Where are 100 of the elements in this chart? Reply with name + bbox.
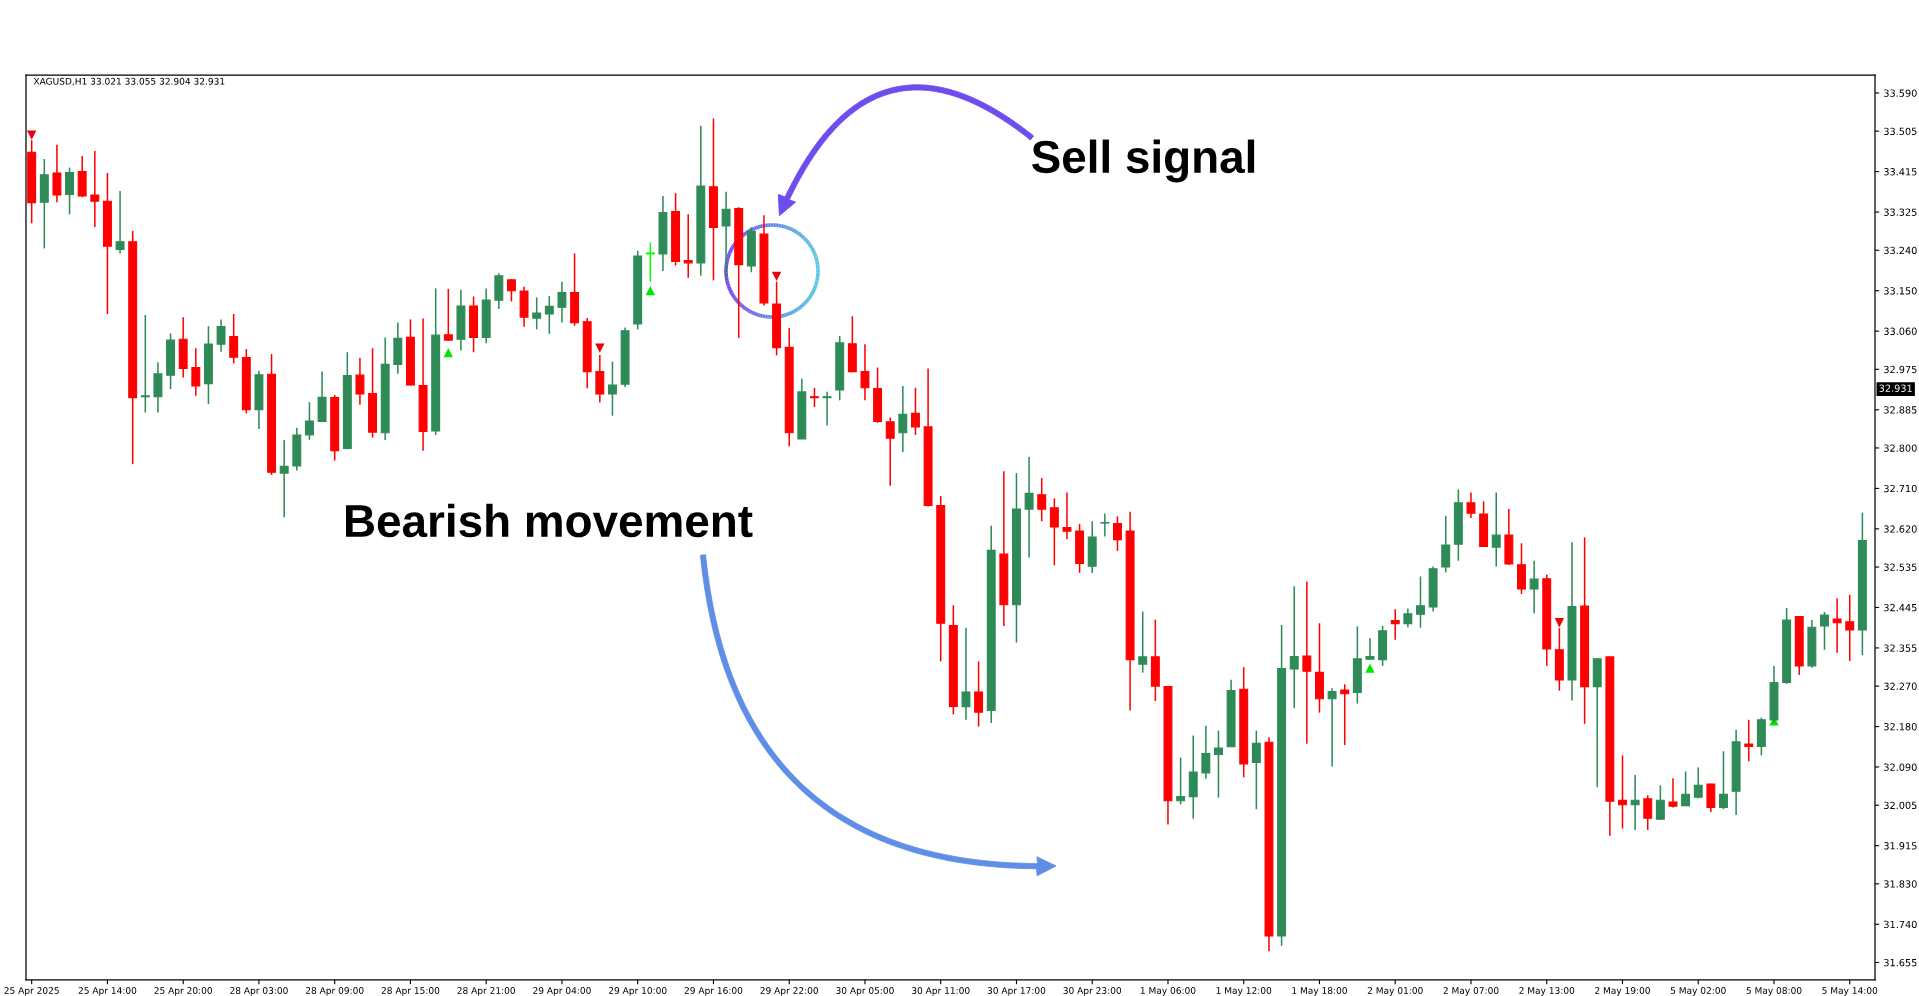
candlestick	[1403, 607, 1413, 629]
candlestick	[544, 295, 554, 335]
x-tick-label: 5 May 14:00	[1822, 987, 1878, 996]
candlestick	[885, 416, 895, 487]
candlestick	[645, 241, 655, 283]
candlestick	[809, 386, 819, 408]
candlestick	[1466, 491, 1476, 519]
candlestick	[974, 660, 984, 728]
annotation: Bearish movement	[346, 503, 753, 538]
x-tick-label: 29 Apr 16:00	[684, 987, 743, 996]
candlestick	[1138, 610, 1148, 674]
x-tick-label: 30 Apr 17:00	[987, 987, 1046, 996]
candlestick	[90, 150, 100, 228]
x-tick-label: 5 May 02:00	[1670, 987, 1726, 996]
x-tick-label: 25 Apr 20:00	[154, 987, 213, 996]
y-tick-label: 32.800	[1884, 444, 1917, 452]
candlestick	[65, 166, 75, 216]
candlestick	[595, 354, 605, 404]
candlestick	[1390, 608, 1400, 641]
y-tick-label: 32.535	[1884, 563, 1917, 571]
y-tick-label: 32.005	[1884, 801, 1917, 810]
candlestick	[1706, 782, 1716, 813]
y-tick-label: 31.830	[1884, 880, 1917, 888]
candlestick	[1744, 719, 1754, 762]
candlestick	[1176, 756, 1186, 806]
x-tick-label: 28 Apr 21:00	[457, 987, 516, 996]
candlestick	[1024, 456, 1034, 559]
candlestick	[1491, 491, 1501, 568]
candlestick	[1214, 729, 1223, 799]
y-tick-label: 33.415	[1884, 168, 1917, 176]
y-tick-label: 32.090	[1884, 763, 1917, 771]
candlestick	[153, 361, 163, 414]
candlestick	[1845, 594, 1855, 662]
x-tick-label: 28 Apr 03:00	[230, 987, 288, 996]
candlestick	[607, 360, 617, 417]
candlestick	[52, 143, 62, 203]
candlestick	[115, 190, 125, 255]
x-tick-label: 1 May 06:00	[1140, 987, 1196, 996]
candlestick	[1416, 575, 1425, 629]
x-tick-label: 25 Apr 14:00	[78, 987, 137, 996]
point	[27, 130, 37, 140]
candlestick	[304, 401, 314, 441]
annotation: Sell signal	[1031, 139, 1255, 183]
x-tick-label: 1 May 12:00	[1216, 987, 1272, 996]
candlestick	[506, 278, 516, 303]
candlestick	[1201, 724, 1211, 780]
candlestick	[532, 296, 542, 331]
candlestick	[1618, 754, 1627, 830]
candlestick	[279, 439, 289, 518]
y-tick-label: 33.505	[1884, 127, 1917, 135]
candlestick	[443, 288, 453, 342]
y-tick-label: 32.710	[1884, 484, 1917, 493]
y-tick-label: 32.270	[1884, 682, 1917, 690]
candlestick	[1327, 687, 1337, 768]
x-tick-label: 29 Apr 10:00	[608, 987, 667, 996]
x-tick-label: 30 Apr 05:00	[836, 987, 894, 996]
x-tick-label: 2 May 07:00	[1443, 987, 1499, 996]
candlestick	[1529, 559, 1539, 615]
candlestick	[191, 347, 201, 397]
x-tick-label: 2 May 19:00	[1595, 987, 1650, 996]
candlestick	[1289, 585, 1299, 709]
y-tick-label: 32.355	[1884, 644, 1917, 652]
chart-title: XAGUSD,H1 33.021 33.055 32.904 32.931	[33, 77, 225, 86]
candlestick	[1630, 774, 1640, 831]
candlestick	[1100, 512, 1110, 538]
point	[1365, 663, 1375, 673]
candlestick	[140, 314, 150, 414]
x-tick-label: 28 Apr 09:00	[305, 987, 364, 996]
x-tick-label: 5 May 08:00	[1746, 987, 1802, 996]
candlestick	[1302, 580, 1312, 745]
x-tick-label: 29 Apr 04:00	[533, 987, 591, 996]
candlestick	[229, 313, 239, 365]
y-tick-label: 32.445	[1884, 603, 1917, 612]
candlestick	[1441, 515, 1451, 574]
y-tick-label: 33.240	[1884, 246, 1917, 255]
y-tick-label: 33.590	[1884, 89, 1917, 97]
candlestick	[1719, 750, 1728, 811]
x-tick-label: 30 Apr 23:00	[1063, 987, 1122, 996]
x-tick-label: 29 Apr 22:00	[760, 987, 819, 996]
point	[1554, 618, 1565, 628]
point	[771, 271, 782, 281]
candlestick	[898, 385, 908, 453]
annotation: 32.931	[1879, 384, 1912, 392]
candlestick	[1643, 794, 1653, 831]
x-tick-label: 28 Apr 15:00	[381, 987, 440, 996]
y-tick-label: 33.150	[1884, 287, 1917, 295]
candlestick	[1693, 766, 1703, 800]
candlestick	[1062, 491, 1072, 540]
y-tick-label: 32.885	[1884, 406, 1917, 414]
candlestick	[860, 343, 870, 402]
y-tick-label: 32.620	[1884, 525, 1917, 533]
x-tick-label: 30 Apr 11:00	[911, 987, 970, 996]
y-tick-label: 31.740	[1884, 920, 1917, 929]
y-tick-label: 31.655	[1884, 958, 1917, 967]
y-tick-label: 32.180	[1884, 723, 1917, 731]
candlestick	[355, 357, 365, 406]
candlestick	[216, 318, 226, 353]
candlestick	[961, 626, 971, 721]
point	[645, 286, 655, 296]
y-tick-label: 33.060	[1884, 327, 1917, 335]
